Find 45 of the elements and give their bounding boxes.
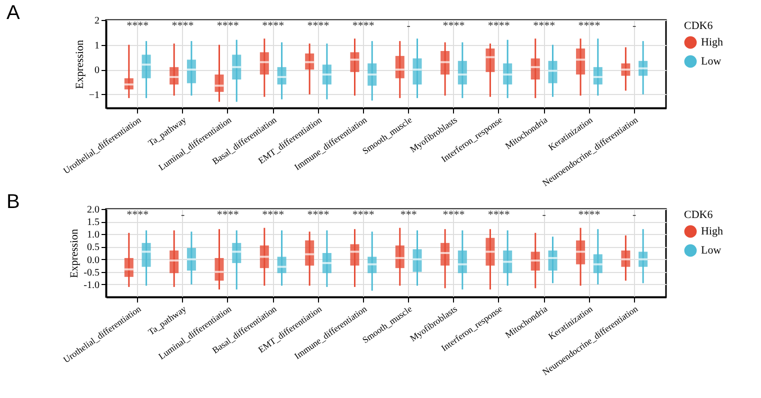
y-tick-label: 2.0: [87, 204, 100, 216]
y-tick-label: 1.0: [87, 230, 100, 241]
annotation: ***: [400, 209, 417, 222]
y-tick-label: 2: [94, 16, 100, 26]
annotation: ****: [578, 20, 600, 32]
annotation: ****: [126, 209, 149, 222]
annotation: ****: [352, 20, 374, 32]
chart-title: A: [6, 2, 21, 24]
y-axis-title: Expression: [68, 228, 81, 278]
annotation: ****: [172, 20, 194, 32]
y-tick-label: 0.0: [87, 254, 100, 266]
annotation: ****: [442, 209, 465, 222]
y-tick-label: 1: [94, 40, 100, 52]
legend-label: Low: [701, 244, 722, 256]
annotation: ****: [262, 209, 284, 222]
legend-label: High: [701, 36, 724, 48]
annotation: ****: [533, 20, 556, 32]
legend-label: High: [701, 226, 724, 238]
annotation: -: [632, 20, 637, 32]
y-tick-label: −1: [88, 90, 100, 101]
legend-title: CDK6: [684, 20, 714, 32]
annotation: ****: [307, 20, 330, 32]
annotation: ****: [307, 209, 330, 222]
annotation: ****: [126, 20, 149, 32]
y-tick-label: 1.5: [87, 217, 100, 228]
y-tick-label: 0: [94, 65, 100, 76]
annotation: ****: [262, 20, 284, 32]
y-tick-label: -1.0: [84, 280, 100, 291]
annotation: -: [632, 209, 637, 222]
annotation: -: [406, 20, 411, 32]
y-tick-label: -0.5: [84, 267, 100, 278]
annotation: ****: [216, 20, 239, 32]
annotation: -: [180, 209, 185, 222]
annotation: -: [542, 209, 546, 222]
annotation: ****: [488, 20, 510, 32]
legend-title: CDK6: [684, 209, 714, 221]
annotation: ****: [442, 20, 465, 32]
annotation: ****: [488, 209, 510, 222]
chart-title: B: [6, 191, 20, 213]
y-tick-label: 0.5: [87, 242, 100, 254]
legend-label: Low: [701, 56, 722, 68]
annotation: ****: [216, 209, 239, 222]
annotation: ****: [578, 209, 600, 222]
annotation: ****: [352, 209, 374, 222]
y-axis-title: Expression: [74, 40, 86, 89]
